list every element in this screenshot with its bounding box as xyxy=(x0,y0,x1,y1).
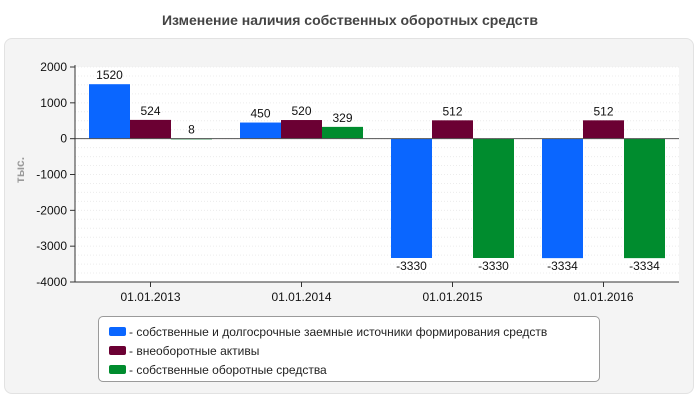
data-label: -3330 xyxy=(478,259,509,273)
bar xyxy=(432,120,473,139)
bar xyxy=(583,120,624,139)
bar xyxy=(130,119,171,139)
data-label: -3334 xyxy=(629,259,660,273)
x-tick-label: 01.01.2014 xyxy=(271,290,331,304)
y-tick-label: 2000 xyxy=(40,60,67,74)
legend-swatch-sources xyxy=(109,327,126,336)
y-tick-label: -3000 xyxy=(36,239,67,253)
bar xyxy=(322,126,363,139)
y-axis-label: тыс. xyxy=(13,157,27,183)
axes: 01.01.2013 01.01.2014 01.01.2015 01.01.2016… xyxy=(36,60,679,304)
legend-swatch-noncurrent-assets xyxy=(109,346,126,355)
bars xyxy=(89,84,665,259)
chart-title: Изменение наличия собственных оборотных … xyxy=(161,12,539,28)
y-tick-label: 1000 xyxy=(40,96,67,110)
bar xyxy=(281,120,322,139)
legend-swatch-working-capital xyxy=(109,365,126,374)
legend-label-sources: - собственные и долгосрочные заемные ист… xyxy=(129,324,548,339)
legend-item-sources: - собственные и долгосрочные заемные ист… xyxy=(109,322,589,341)
y-tick-label: -2000 xyxy=(36,203,67,217)
data-label: 524 xyxy=(140,104,160,118)
x-tick-label: 01.01.2013 xyxy=(120,290,180,304)
data-label: 512 xyxy=(593,104,613,118)
legend-item-noncurrent-assets: - внеоборотные активы xyxy=(109,341,589,360)
data-label: 8 xyxy=(188,122,195,136)
x-tick-label: 01.01.2015 xyxy=(422,290,482,304)
x-tick-label: 01.01.2016 xyxy=(573,290,633,304)
data-label: 329 xyxy=(332,111,352,125)
bar xyxy=(240,122,281,139)
y-tick-label: -1000 xyxy=(36,168,67,182)
data-label: 520 xyxy=(291,104,311,118)
legend-label-noncurrent-assets: - внеоборотные активы xyxy=(129,343,260,358)
legend-item-working-capital: - собственные оборотные средства xyxy=(109,360,589,379)
y-tick-label: 0 xyxy=(60,132,67,146)
bar xyxy=(624,138,665,259)
legend: - собственные и долгосрочные заемные ист… xyxy=(98,316,600,382)
data-label: -3330 xyxy=(396,259,427,273)
bar xyxy=(391,138,432,258)
data-label: 450 xyxy=(250,107,270,121)
y-tick-label: -4000 xyxy=(36,275,67,289)
bar xyxy=(542,138,583,259)
data-label: -3334 xyxy=(547,259,578,273)
bar xyxy=(89,84,130,139)
data-label: 512 xyxy=(442,104,462,118)
data-labels: 1520 524 8 450 520 329 -3330 512 -3330 -3334 512 -3… xyxy=(96,68,660,273)
legend-label-working-capital: - собственные оборотные средства xyxy=(129,362,327,377)
bar xyxy=(473,138,514,258)
data-label: 1520 xyxy=(96,68,123,82)
